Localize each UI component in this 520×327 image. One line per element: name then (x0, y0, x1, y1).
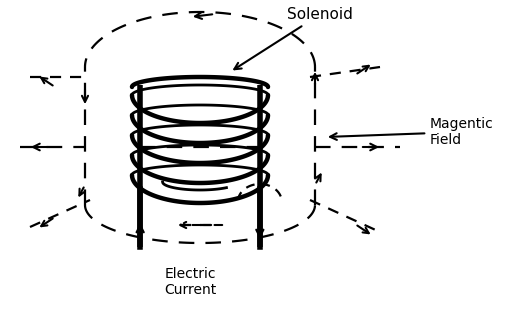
Text: Solenoid: Solenoid (235, 7, 353, 69)
Text: Electric
Current: Electric Current (164, 267, 216, 297)
Text: Magentic
Field: Magentic Field (330, 117, 494, 147)
